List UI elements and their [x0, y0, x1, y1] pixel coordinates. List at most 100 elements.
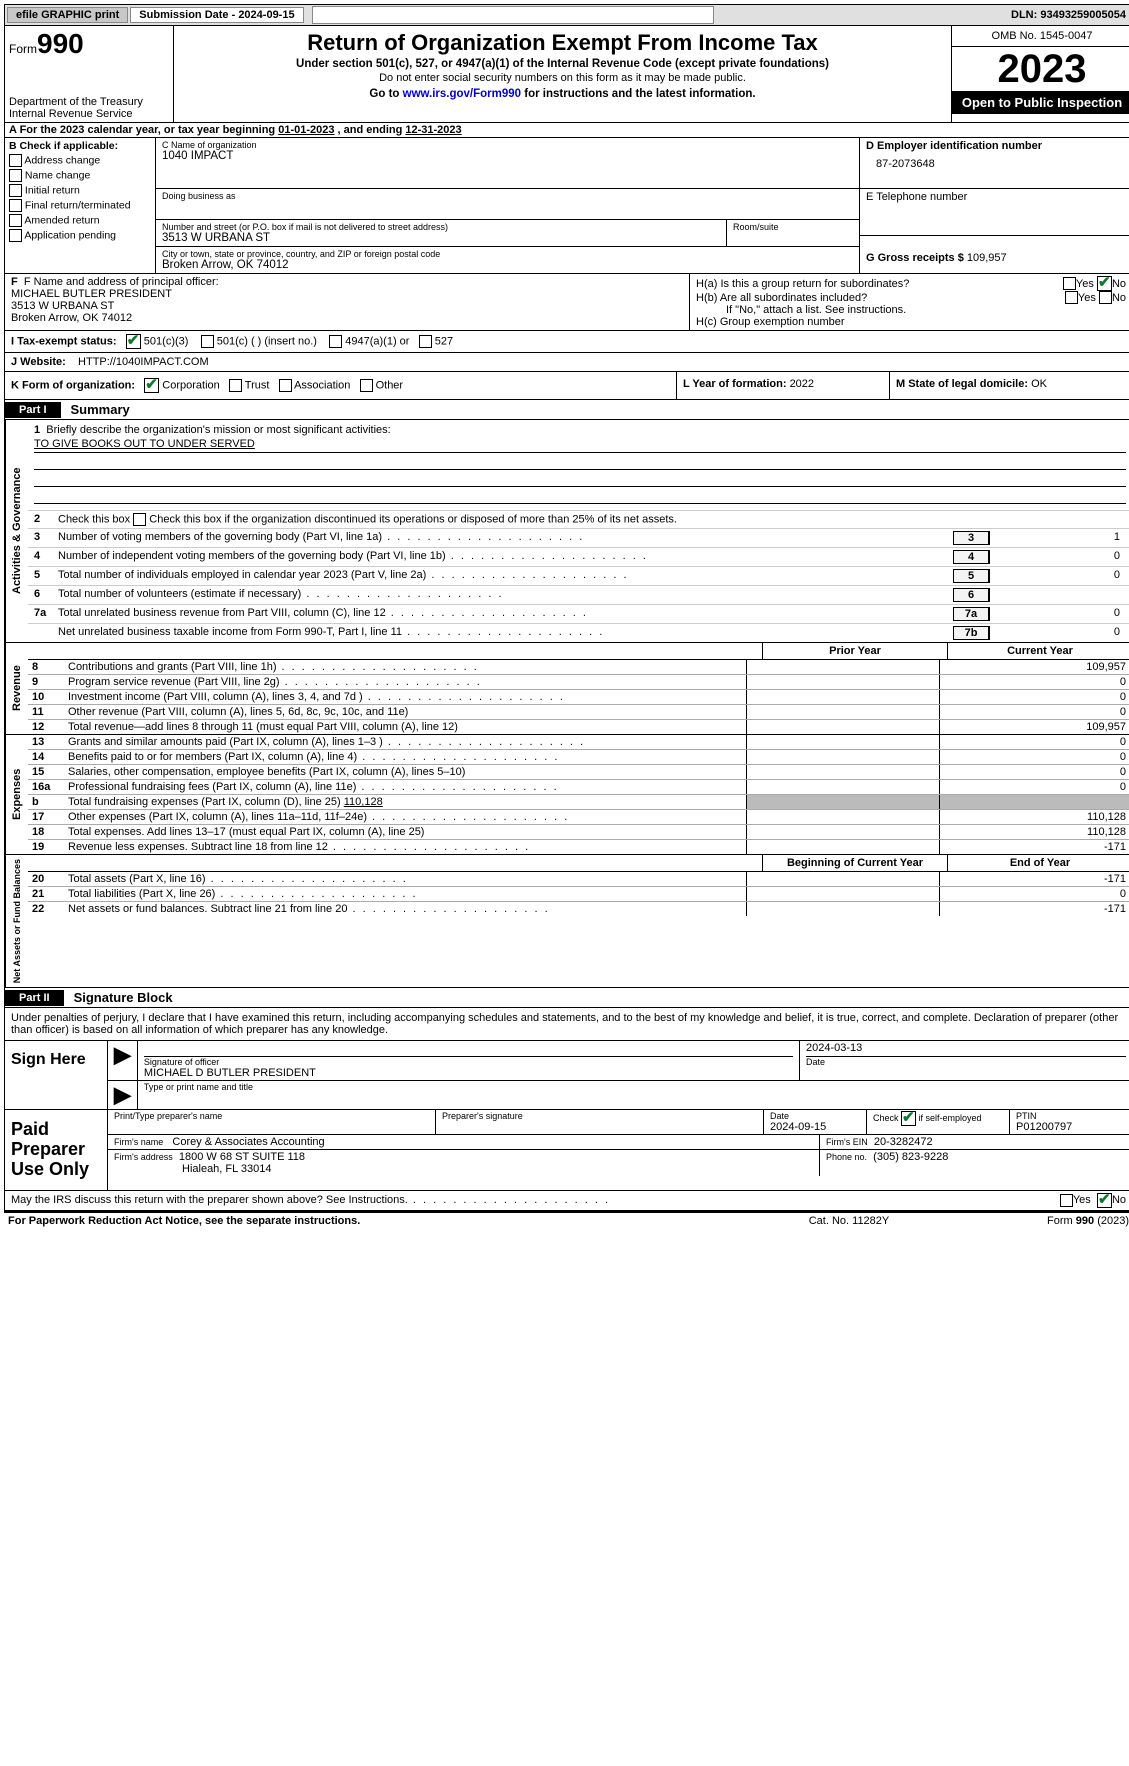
527-checkbox[interactable] [419, 335, 432, 348]
arrow-icon: ▶ [108, 1081, 138, 1109]
col-b-checkboxes: B Check if applicable: Address change Na… [5, 138, 156, 273]
line12-desc: Total revenue—add lines 8 through 11 (mu… [66, 720, 746, 734]
expenses-side-label: Expenses [5, 735, 28, 854]
line13-desc: Grants and similar amounts paid (Part IX… [66, 735, 746, 749]
line7b-val: 0 [989, 626, 1126, 640]
501c3-checkbox[interactable] [126, 334, 141, 349]
line10-desc: Investment income (Part VIII, column (A)… [66, 690, 746, 704]
trust-checkbox[interactable] [229, 379, 242, 392]
website-row: J Website: HTTP://1040IMPACT.COM [4, 353, 1129, 372]
eoy-hdr: End of Year [947, 855, 1129, 871]
submission-date: Submission Date - 2024-09-15 [130, 7, 303, 23]
line8-cy: 109,957 [939, 660, 1129, 674]
part1-revenue: Revenue Prior YearCurrent Year 8Contribu… [4, 643, 1129, 735]
officer-group-block: F F Name and address of principal office… [4, 274, 1129, 331]
discuss-no-checkbox[interactable] [1097, 1193, 1112, 1208]
form-number: Form990 [9, 28, 169, 60]
ha-no-checkbox[interactable] [1097, 276, 1112, 291]
line11-desc: Other revenue (Part VIII, column (A), li… [66, 705, 746, 719]
tax-period-row: A For the 2023 calendar year, or tax yea… [4, 123, 1129, 138]
line6-val [989, 588, 1126, 602]
officer-signature: MICHAEL D BUTLER PRESIDENT [144, 1067, 793, 1079]
perjury-declaration: Under penalties of perjury, I declare th… [5, 1008, 1129, 1040]
irs-link[interactable]: www.irs.gov/Form990 [403, 88, 521, 100]
ha-yes-checkbox[interactable] [1063, 277, 1076, 290]
dln-label: DLN: 93493259005054 [1011, 9, 1129, 21]
org-name-label: C Name of organization [162, 140, 853, 150]
open-inspection-badge: Open to Public Inspection [952, 91, 1129, 114]
year-formation: L Year of formation: 2022 [676, 372, 889, 399]
corp-checkbox[interactable] [144, 378, 159, 393]
officer-label: F F Name and address of principal office… [11, 276, 683, 288]
website-value: HTTP://1040IMPACT.COM [78, 356, 209, 368]
line8-desc: Contributions and grants (Part VIII, lin… [66, 660, 746, 674]
efile-button[interactable]: efile GRAPHIC print [7, 7, 128, 23]
omb-number: OMB No. 1545-0047 [952, 26, 1129, 47]
form-title: Return of Organization Exempt From Incom… [178, 30, 947, 56]
officer-addr1: 3513 W URBANA ST [11, 300, 683, 312]
subtitle-3: Go to www.irs.gov/Form990 for instructio… [178, 88, 947, 100]
sign-date: 2024-03-13 [806, 1042, 1126, 1057]
501c-checkbox[interactable] [201, 335, 214, 348]
room-label: Room/suite [733, 222, 853, 232]
officer-name: MICHAEL BUTLER PRESIDENT [11, 288, 683, 300]
ein-value: 87-2073648 [866, 152, 1126, 170]
line18-cy: 110,128 [939, 825, 1129, 839]
discuss-yes-checkbox[interactable] [1060, 1194, 1073, 1207]
org-name: 1040 IMPACT [162, 150, 853, 162]
line20-desc: Total assets (Part X, line 16) [66, 872, 746, 886]
line9-cy: 0 [939, 675, 1129, 689]
street-address: 3513 W URBANA ST [162, 232, 720, 244]
part1-header: Part I Summary [4, 400, 1129, 420]
hb-no-checkbox[interactable] [1099, 291, 1112, 304]
part1-expenses: Expenses 13Grants and similar amounts pa… [4, 735, 1129, 855]
prep-date: 2024-09-15 [770, 1121, 860, 1133]
line6-desc: Total number of volunteers (estimate if … [58, 588, 949, 602]
form-header: Form990 Department of the Treasury Inter… [4, 26, 1129, 123]
state-domicile: M State of legal domicile: OK [889, 372, 1129, 399]
sign-here-label: Sign Here [5, 1041, 108, 1109]
line3-desc: Number of voting members of the governin… [58, 531, 949, 545]
org-info-block: B Check if applicable: Address change Na… [4, 138, 1129, 274]
part1-netassets: Net Assets or Fund Balances Beginning of… [4, 855, 1129, 988]
tax-exempt-row: I Tax-exempt status: 501(c)(3) 501(c) ( … [4, 331, 1129, 353]
line17-cy: 110,128 [939, 810, 1129, 824]
assoc-checkbox[interactable] [279, 379, 292, 392]
line21-cy: 0 [939, 887, 1129, 901]
subtitle-2: Do not enter social security numbers on … [178, 72, 947, 84]
line13-cy: 0 [939, 735, 1129, 749]
top-toolbar: efile GRAPHIC print Submission Date - 20… [4, 4, 1129, 26]
line15-desc: Salaries, other compensation, employee b… [66, 765, 746, 779]
firm-ein: 20-3282472 [874, 1136, 933, 1148]
arrow-icon: ▶ [108, 1041, 138, 1080]
gross-receipts-label: G Gross receipts $ [866, 252, 967, 264]
line14-cy: 0 [939, 750, 1129, 764]
line2-desc: Check this box Check this box if the org… [58, 513, 1126, 526]
signature-block: Under penalties of perjury, I declare th… [4, 1008, 1129, 1190]
officer-addr2: Broken Arrow, OK 74012 [11, 312, 683, 324]
city-label: City or town, state or province, country… [162, 249, 853, 259]
page-footer: For Paperwork Reduction Act Notice, see … [4, 1211, 1129, 1229]
line19-desc: Revenue less expenses. Subtract line 18 … [66, 840, 746, 854]
4947-checkbox[interactable] [329, 335, 342, 348]
subtitle-1: Under section 501(c), 527, or 4947(a)(1)… [178, 58, 947, 70]
other-checkbox[interactable] [360, 379, 373, 392]
self-employed-check: Check if self-employed [867, 1110, 1010, 1134]
tax-year: 2023 [952, 47, 1129, 91]
line10-cy: 0 [939, 690, 1129, 704]
line11-cy: 0 [939, 705, 1129, 719]
discuss-row: May the IRS discuss this return with the… [4, 1191, 1129, 1211]
firm-addr1: 1800 W 68 ST SUITE 118 [179, 1151, 305, 1163]
hc-question: H(c) Group exemption number [696, 316, 1126, 328]
governance-side-label: Activities & Governance [5, 420, 28, 642]
revenue-side-label: Revenue [5, 643, 28, 734]
netassets-side-label: Net Assets or Fund Balances [5, 855, 28, 987]
hb-yes-checkbox[interactable] [1065, 291, 1078, 304]
line4-desc: Number of independent voting members of … [58, 550, 949, 564]
dba-label: Doing business as [162, 191, 853, 201]
line16b-desc: Total fundraising expenses (Part IX, col… [66, 795, 746, 809]
blank-field [312, 6, 714, 24]
line17-desc: Other expenses (Part IX, column (A), lin… [66, 810, 746, 824]
prior-year-hdr: Prior Year [762, 643, 947, 659]
mission-label: Briefly describe the organization's miss… [46, 424, 390, 436]
